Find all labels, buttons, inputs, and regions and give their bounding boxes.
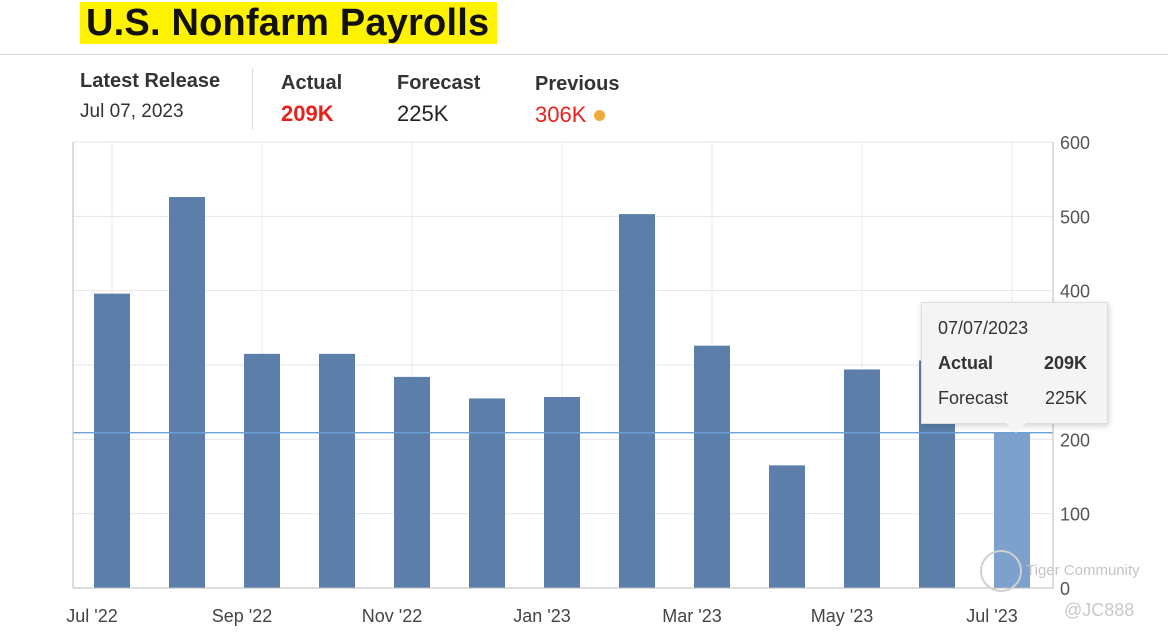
y-tick-label: 100 <box>1060 505 1090 525</box>
actual-label: Actual <box>281 72 343 94</box>
x-tick-label: Sep '22 <box>212 606 273 626</box>
watermark-handle: @JC888 <box>1064 600 1135 620</box>
actual-value: 209K <box>281 101 334 126</box>
bar-feb-23 <box>619 214 655 588</box>
y-tick-label: 600 <box>1060 133 1090 153</box>
bar-aug-22 <box>169 197 205 589</box>
bar-oct-22 <box>319 353 355 588</box>
bar-dec-22 <box>469 398 505 588</box>
bar-may-23 <box>844 369 880 588</box>
latest-release-date: Jul 07, 2023 <box>80 101 184 122</box>
tooltip-caret <box>1006 423 1026 433</box>
x-tick-label: May '23 <box>811 606 873 626</box>
y-tick-label: 500 <box>1060 207 1090 227</box>
forecast-stat: Forecast 225K <box>397 72 480 127</box>
tooltip-actual-value: 209K <box>1043 353 1087 373</box>
y-tick-label: 0 <box>1060 579 1070 599</box>
tooltip-forecast-label: Forecast <box>938 388 1009 408</box>
forecast-value: 225K <box>397 101 449 126</box>
previous-value-row: 306K <box>535 102 619 128</box>
bar-mar-23 <box>694 345 730 588</box>
bar-apr-23 <box>769 465 805 588</box>
title-block: U.S. Nonfarm Payrolls <box>80 2 498 44</box>
bar-jan-23 <box>544 396 580 588</box>
x-tick-label: Mar '23 <box>662 606 721 626</box>
chart-tooltip: 07/07/2023 Actual 209K Forecast 225K <box>921 302 1108 433</box>
latest-release: Latest Release Jul 07, 2023 <box>80 70 220 123</box>
bar-nov-22 <box>394 376 430 588</box>
watermark-community: Tiger Community <box>1026 562 1140 579</box>
header-divider <box>0 54 1168 55</box>
previous-label: Previous <box>535 73 620 95</box>
tooltip-forecast-value: 225K <box>1044 388 1087 408</box>
x-tick-label: Jul '22 <box>66 606 117 626</box>
tooltip-date: 07/07/2023 <box>938 318 1029 338</box>
previous-value: 306K <box>535 102 587 127</box>
tiger-logo-icon <box>980 550 1022 592</box>
previous-stat: Previous 306K <box>535 73 619 128</box>
summary-separator <box>252 68 253 130</box>
forecast-label: Forecast <box>397 72 481 94</box>
actual-stat: Actual 209K <box>281 72 342 127</box>
bar-jul-22 <box>94 293 130 588</box>
previous-indicator-dot <box>594 109 606 121</box>
x-tick-label: Nov '22 <box>362 606 422 626</box>
bar-sep-22 <box>244 353 280 588</box>
x-tick-label: Jul '23 <box>966 606 1017 626</box>
latest-release-label: Latest Release <box>80 70 221 92</box>
page-title: U.S. Nonfarm Payrolls <box>80 2 498 44</box>
x-tick-label: Jan '23 <box>513 606 570 626</box>
y-tick-label: 400 <box>1060 282 1090 302</box>
tooltip-actual-label: Actual <box>938 353 994 373</box>
y-tick-label: 200 <box>1060 430 1090 450</box>
